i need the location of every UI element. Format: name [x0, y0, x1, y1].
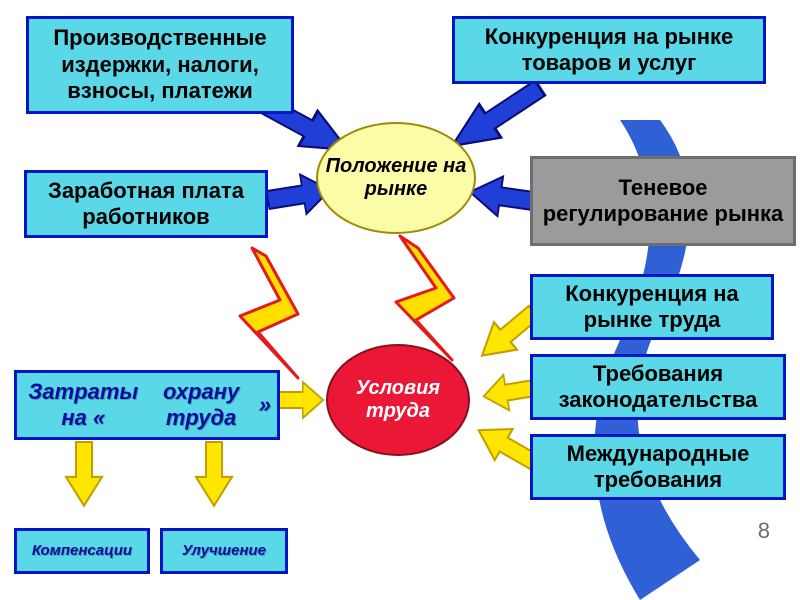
box-safety-costs: Затраты на «охрану труда» — [14, 370, 280, 440]
ellipse-labor-conditions: Условия труда — [326, 344, 470, 456]
diagram-canvas: Производственные издержки, налоги, взнос… — [0, 0, 800, 600]
box-international: Международные требования — [530, 434, 786, 500]
box-shadow-regulation: Теневое регулирование рынка — [530, 156, 796, 246]
box-production-costs: Производственные издержки, налоги, взнос… — [26, 16, 294, 114]
box-compensation: Компенсации — [14, 528, 150, 574]
box-legislation: Требования законодательства — [530, 354, 786, 420]
ellipse-market-position: Положение на рынке — [316, 122, 476, 234]
box-labor-competition: Конкуренция на рынке труда — [530, 274, 774, 340]
box-goods-competition: Конкуренция на рынке товаров и услуг — [452, 16, 766, 84]
box-wages: Заработная плата работников — [24, 170, 268, 238]
page-number: 8 — [758, 518, 770, 544]
box-improvement: Улучшение — [160, 528, 288, 574]
